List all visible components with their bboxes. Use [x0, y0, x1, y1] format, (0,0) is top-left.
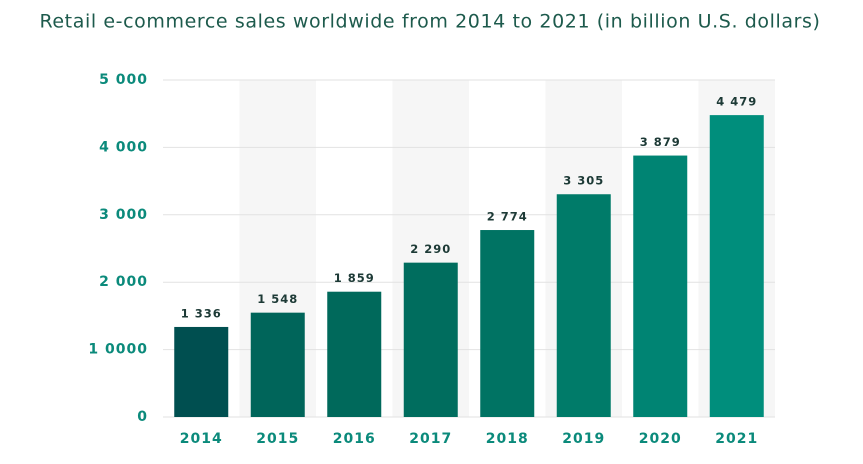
value-label: 1 548 [257, 292, 298, 306]
y-tick-label: 5 000 [99, 72, 148, 88]
x-tick-label: 2014 [180, 431, 223, 447]
value-label: 4 479 [716, 95, 757, 109]
bar [556, 194, 611, 417]
y-tick-label: 1 0000 [88, 342, 148, 358]
x-tick-label: 2016 [333, 431, 376, 447]
value-label: 3 305 [563, 174, 604, 188]
x-tick-label: 2015 [256, 431, 299, 447]
value-label: 1 859 [334, 271, 375, 285]
y-tick-label: 0 [137, 409, 148, 425]
x-tick-label: 2018 [486, 431, 529, 447]
bar [480, 230, 535, 417]
value-label: 2 290 [410, 242, 451, 256]
bar [174, 326, 229, 417]
bar [250, 312, 305, 417]
bar [403, 262, 458, 417]
value-label: 3 879 [640, 135, 681, 149]
bar [633, 155, 688, 417]
y-tick-label: 3 000 [99, 207, 148, 223]
y-tick-label: 2 000 [99, 274, 148, 290]
bar [709, 115, 764, 417]
bar [327, 291, 382, 417]
y-tick-label: 4 000 [99, 139, 148, 155]
x-tick-label: 2020 [639, 431, 682, 447]
x-tick-label: 2017 [409, 431, 452, 447]
x-tick-label: 2021 [715, 431, 758, 447]
value-label: 1 336 [181, 306, 222, 320]
chart-title: Retail e-commerce sales worldwide from 2… [39, 11, 820, 33]
value-label: 2 774 [487, 210, 528, 224]
x-tick-label: 2019 [562, 431, 605, 447]
